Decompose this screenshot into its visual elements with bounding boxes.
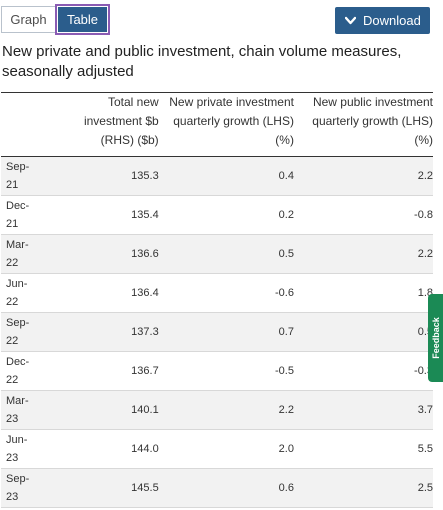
cell-total-investment: 136.6 [131,248,159,260]
download-label: Download [363,13,421,28]
row-date-year: 22 [6,257,19,269]
cell-total-investment: 140.1 [131,404,159,416]
row-date-month: Sep- [6,161,30,173]
cell-public-growth: -0.8 [414,209,433,221]
row-date: Sep- 21 [1,157,54,196]
cell-private-growth: -0.6 [275,287,294,299]
cell-public-growth: 2.5 [417,482,433,494]
cell-public-growth: 1.8 [417,287,433,299]
data-table: Total new investment $b (RHS) ($b) New p… [1,92,433,508]
row-date: Mar- 23 [1,391,54,430]
row-date-month: Jun- [6,434,28,446]
table-row: Dec- 22 136.7 -0.5 -0.3 [1,352,433,391]
cell-public-growth: -0.3 [414,365,433,377]
table-row: Sep- 22 137.3 0.7 0.5 [1,312,433,352]
row-date-year: 21 [6,179,19,191]
header-total-investment: Total new investment $b (RHS) ($b) [83,95,159,147]
cell-total-investment: 137.3 [131,326,159,338]
cell-total-investment: 144.0 [131,443,159,455]
row-date-month: Sep- [6,317,30,329]
cell-public-growth: 5.5 [417,443,433,455]
cell-public-growth: 3.7 [417,404,433,416]
cell-public-growth: 0.5 [417,326,433,338]
row-date-month: Dec- [6,356,30,368]
row-date-year: 23 [6,413,19,425]
row-date-year: 21 [6,218,19,230]
cell-total-investment: 136.7 [131,365,159,377]
cell-private-growth: -0.5 [275,365,294,377]
row-date-year: 22 [6,335,19,347]
tab-table-focus-ring: Table [55,4,110,35]
chevron-down-icon [345,16,356,25]
header-row: Total new investment $b (RHS) ($b) New p… [1,93,433,157]
row-date-year: 22 [6,296,19,308]
cell-total-investment: 145.5 [131,482,159,494]
row-date: Mar- 22 [1,235,54,274]
table-header: Total new investment $b (RHS) ($b) New p… [1,92,433,157]
cell-private-growth: 0.2 [278,209,294,221]
header-private-growth: New private investment quarterly growth … [169,95,294,147]
row-date: Sep- 23 [1,469,54,508]
cell-public-growth: 2.2 [417,248,433,260]
table-row: Sep- 23 145.5 0.6 2.5 [1,468,433,508]
cell-private-growth: 2.2 [278,404,294,416]
header-public-growth: New public investment quarterly growth (… [312,95,433,147]
row-date-month: Sep- [6,473,30,485]
cell-total-investment: 135.3 [131,170,159,182]
row-date-year: 22 [6,374,19,386]
row-date: Jun- 23 [1,430,54,469]
cell-private-growth: 2.0 [278,443,294,455]
data-table-container: Total new investment $b (RHS) ($b) New p… [1,92,433,508]
toolbar: Graph Table Download [0,0,443,40]
tab-graph[interactable]: Graph [1,6,56,33]
table-row: Mar- 23 140.1 2.2 3.7 [1,390,433,430]
cell-total-investment: 136.4 [131,287,159,299]
header-date [1,93,54,157]
row-date-year: 23 [6,452,19,464]
cell-public-growth: 2.2 [417,170,433,182]
row-date: Jun- 22 [1,274,54,313]
cell-total-investment: 135.4 [131,209,159,221]
table-body: Sep- 21 135.3 0.4 2.2 Dec- 21 135.4 0.2 -0.8 Mar- 2… [1,156,433,508]
download-button[interactable]: Download [335,7,430,34]
row-date-year: 23 [6,491,19,503]
row-date: Dec- 21 [1,196,54,235]
table-row: Dec- 21 135.4 0.2 -0.8 [1,196,433,235]
tab-table[interactable]: Table [58,7,107,32]
feedback-tab[interactable]: Feedback [428,294,443,382]
table-row: Mar- 22 136.6 0.5 2.2 [1,234,433,274]
cell-private-growth: 0.7 [278,326,294,338]
table-row: Sep- 21 135.3 0.4 2.2 [1,156,433,196]
row-date-month: Mar- [6,239,29,251]
row-date-month: Mar- [6,395,29,407]
cell-private-growth: 0.4 [278,170,294,182]
table-caption: New private and public investment, chain… [2,43,402,80]
feedback-label: Feedback [430,317,441,359]
row-date: Dec- 22 [1,352,54,391]
table-row: Jun- 23 144.0 2.0 5.5 [1,430,433,469]
cell-private-growth: 0.5 [278,248,294,260]
table-row: Jun- 22 136.4 -0.6 1.8 [1,274,433,313]
row-date: Sep- 22 [1,313,54,352]
row-date-month: Jun- [6,278,28,290]
cell-private-growth: 0.6 [278,482,294,494]
row-date-month: Dec- [6,200,30,212]
